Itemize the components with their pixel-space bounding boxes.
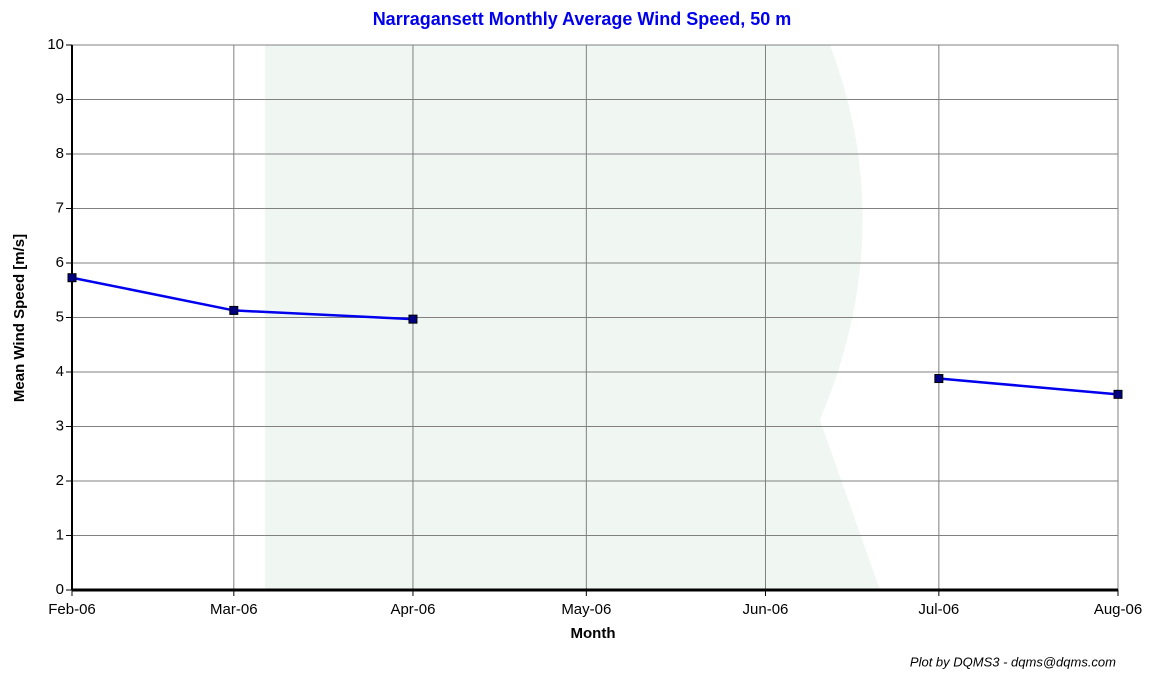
- data-point: [408, 314, 418, 324]
- data-point: [67, 273, 77, 283]
- y-tick-label: 10: [47, 36, 64, 53]
- y-tick-label: 6: [56, 254, 64, 271]
- x-tick-label: May-06: [561, 601, 611, 618]
- x-axis-label: Month: [571, 625, 616, 642]
- data-point: [1113, 389, 1123, 399]
- x-tick-label: Jun-06: [743, 601, 789, 618]
- y-tick-label: 4: [56, 363, 64, 380]
- data-point: [229, 305, 239, 315]
- x-tick-label: Aug-06: [1094, 601, 1142, 618]
- y-tick-label: 5: [56, 308, 64, 325]
- y-tick-label: 1: [56, 526, 64, 543]
- chart-title: Narragansett Monthly Average Wind Speed,…: [373, 9, 792, 29]
- y-tick-label: 2: [56, 472, 64, 489]
- x-tick-label: Mar-06: [210, 601, 258, 618]
- y-tick-label: 7: [56, 199, 64, 216]
- y-tick-label: 0: [56, 581, 64, 598]
- x-tick-label: Apr-06: [390, 601, 435, 618]
- data-point: [934, 374, 944, 384]
- y-tick-label: 8: [56, 145, 64, 162]
- x-tick-label: Jul-06: [918, 601, 959, 618]
- y-tick-label: 9: [56, 90, 64, 107]
- x-tick-label: Feb-06: [48, 601, 96, 618]
- footer: Plot by DQMS3 - dqms@dqms.com: [910, 654, 1116, 669]
- y-axis-label: Mean Wind Speed [m/s]: [11, 234, 28, 402]
- y-tick-label: 3: [56, 417, 64, 434]
